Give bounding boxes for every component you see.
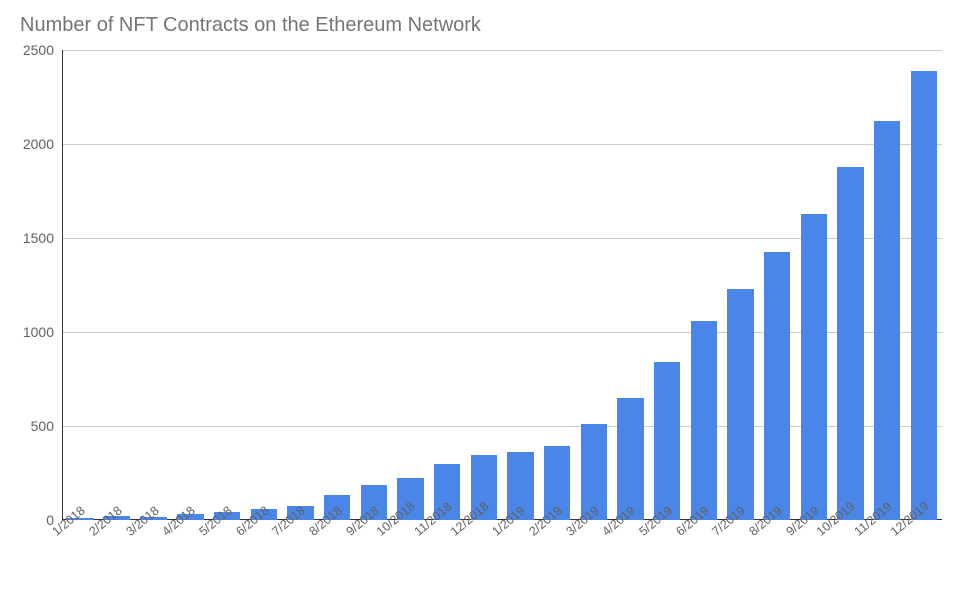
bar-slot: [575, 50, 612, 520]
y-tick-label: 2000: [23, 136, 62, 152]
x-labels: 1/20182/20183/20184/20185/20186/20187/20…: [62, 522, 942, 582]
bar-slot: [539, 50, 576, 520]
bar-slot: [62, 50, 99, 520]
bar: [654, 362, 680, 520]
bar-slot: [172, 50, 209, 520]
bar-slot: [759, 50, 796, 520]
bar: [764, 252, 790, 520]
bar-slot: [832, 50, 869, 520]
bar-slot: [502, 50, 539, 520]
bar-slot: [355, 50, 392, 520]
bar-slot: [209, 50, 246, 520]
y-tick-label: 1500: [23, 230, 62, 246]
bar-slot: [319, 50, 356, 520]
y-tick-label: 1000: [23, 324, 62, 340]
bars-container: [62, 50, 942, 520]
plot-area: 05001000150020002500: [62, 50, 942, 520]
bar: [837, 167, 863, 520]
bar-slot: [99, 50, 136, 520]
y-tick-label: 500: [31, 418, 62, 434]
bar-slot: [282, 50, 319, 520]
bar-slot: [722, 50, 759, 520]
bar-slot: [465, 50, 502, 520]
bar-slot: [869, 50, 906, 520]
nft-contracts-chart: Number of NFT Contracts on the Ethereum …: [0, 0, 960, 591]
bar-slot: [795, 50, 832, 520]
bar-slot: [649, 50, 686, 520]
bar-slot: [135, 50, 172, 520]
bar: [911, 71, 937, 520]
bar-slot: [612, 50, 649, 520]
bar: [874, 121, 900, 520]
bar: [617, 398, 643, 520]
bar: [801, 214, 827, 520]
bar-slot: [685, 50, 722, 520]
bar: [691, 321, 717, 520]
bar-slot: [429, 50, 466, 520]
bar-slot: [905, 50, 942, 520]
chart-title: Number of NFT Contracts on the Ethereum …: [20, 14, 481, 37]
x-label-slot: 12/2019: [905, 522, 942, 582]
bar: [727, 289, 753, 520]
bar-slot: [392, 50, 429, 520]
y-tick-label: 2500: [23, 42, 62, 58]
bar-slot: [245, 50, 282, 520]
